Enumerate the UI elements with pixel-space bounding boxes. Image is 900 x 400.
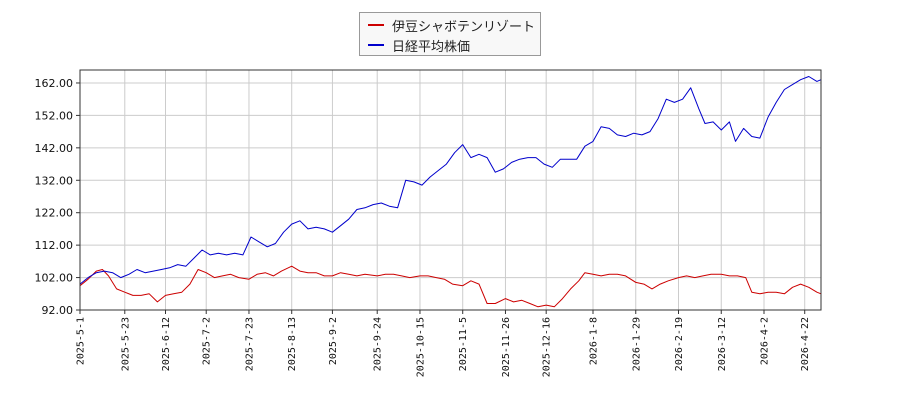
legend-item-izu: 伊豆シャボテンリゾート [368, 15, 535, 35]
legend-swatch-nikkei [368, 44, 384, 46]
y-tick-label: 142.00 [35, 142, 74, 155]
y-tick-label: 122.00 [35, 207, 74, 220]
series-line-nikkei [79, 76, 822, 285]
grid-lines [79, 70, 821, 311]
series-lines [79, 76, 822, 308]
y-tick-label: 152.00 [35, 109, 74, 122]
x-tick-label: 2025-5-1 [76, 317, 87, 365]
x-tick-label: 2025-5-23 [120, 317, 131, 371]
x-tick-label: 2025-6-12 [161, 317, 172, 371]
x-tick-label: 2026-1-8 [589, 317, 600, 365]
legend: 伊豆シャボテンリゾート 日経平均株価 [359, 12, 541, 56]
legend-swatch-izu [368, 24, 384, 26]
x-tick-label: 2025-11-5 [458, 317, 469, 371]
x-tick-label: 2025-8-13 [287, 317, 298, 371]
y-axis-ticks: 92.00 102.00 112.00 122.00 132.00 142.00 152.0… [35, 77, 80, 317]
x-tick-label: 2025-9-2 [328, 317, 339, 365]
x-tick-label: 2025-7-23 [244, 317, 255, 371]
x-tick-label: 2026-2-19 [674, 317, 685, 371]
x-tick-label: 2025-10-15 [415, 317, 426, 377]
x-tick-label: 2025-11-26 [501, 317, 512, 377]
x-tick-label: 2026-3-12 [717, 317, 728, 371]
plot-frame [79, 69, 822, 311]
x-tick-label: 2026-4-2 [760, 317, 771, 365]
x-tick-label: 2025-12-16 [542, 317, 553, 377]
y-tick-label: 132.00 [35, 174, 74, 187]
x-tick-label: 2026-1-29 [631, 317, 642, 371]
y-tick-label: 102.00 [35, 272, 74, 285]
legend-item-nikkei: 日経平均株価 [368, 35, 470, 55]
x-tick-label: 2026-4-22 [800, 317, 811, 371]
y-tick-label: 112.00 [35, 239, 74, 252]
x-axis-ticks: 2025-5-1 2025-5-23 2025-6-12 2025-7-2 2025-7… [76, 310, 811, 377]
y-tick-label: 92.00 [42, 304, 74, 317]
x-tick-label: 2025-7-2 [202, 317, 213, 365]
series-line-izu [79, 265, 822, 308]
y-tick-label: 162.00 [35, 77, 74, 90]
x-tick-label: 2025-9-24 [373, 317, 384, 371]
legend-label-nikkei: 日経平均株価 [392, 39, 471, 55]
legend-label-izu: 伊豆シャボテンリゾート [392, 19, 536, 35]
